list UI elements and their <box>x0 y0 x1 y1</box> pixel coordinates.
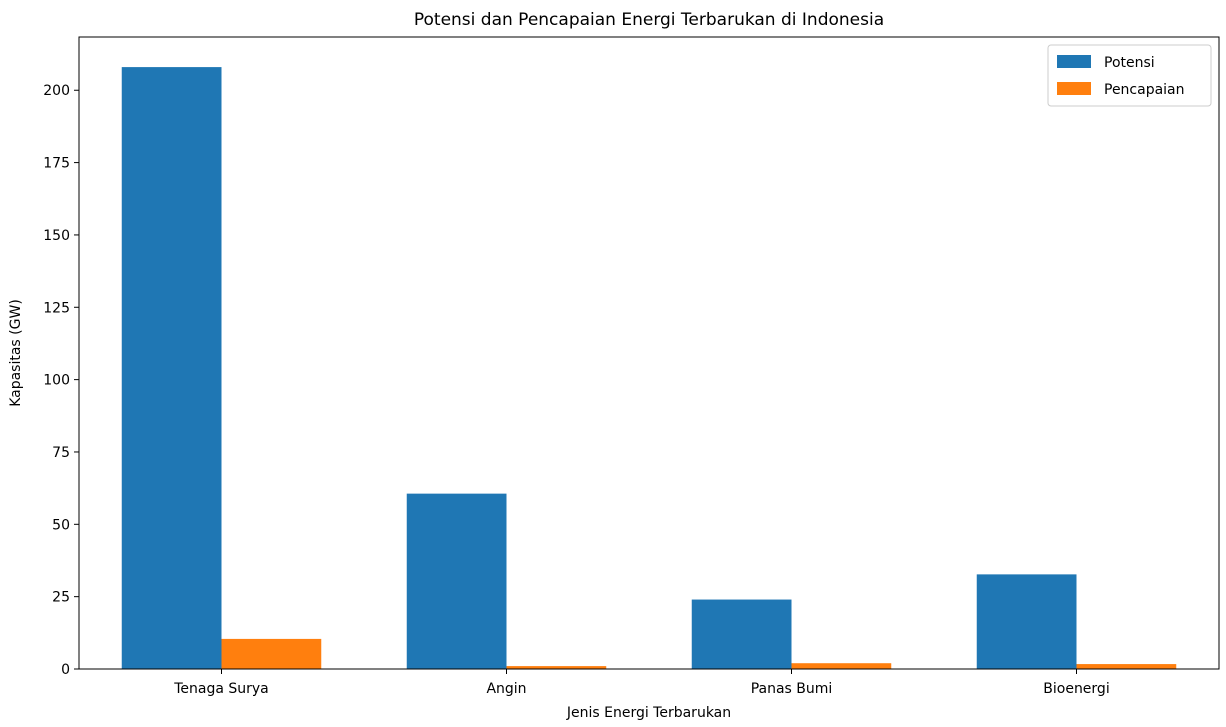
legend-label-pencapaian: Pencapaian <box>1104 82 1185 98</box>
y-tick-label: 125 <box>43 300 70 316</box>
bar-potensi-bioenergi <box>976 574 1077 669</box>
bar-pencapaian-bioenergi <box>1076 664 1177 669</box>
y-axis-ticks: 0 25 50 75 100 125 150 175 200 <box>43 83 79 678</box>
legend-swatch-pencapaian <box>1057 82 1091 95</box>
bar-pencapaian-panas-bumi <box>791 663 892 669</box>
x-axis-ticks: Tenaga Surya Angin Panas Bumi Bioenergi <box>173 669 1110 697</box>
plot-frame <box>78 36 1220 670</box>
legend-swatch-potensi <box>1057 55 1091 68</box>
x-tick-label-angin: Angin <box>486 681 526 697</box>
x-axis-label: Jenis Energi Terbarukan <box>566 705 731 721</box>
bar-pencapaian-angin <box>506 666 607 669</box>
x-tick-label-panas-bumi: Panas Bumi <box>751 681 833 697</box>
y-tick-label: 50 <box>52 517 70 533</box>
y-axis-label: Kapasitas (GW) <box>8 299 24 407</box>
y-tick-label: 0 <box>61 662 70 678</box>
legend: Potensi Pencapaian <box>1047 44 1212 107</box>
y-tick-label: 175 <box>43 156 70 172</box>
bars-group <box>121 67 1177 670</box>
bar-potensi-angin <box>406 493 507 669</box>
x-tick-label-bioenergi: Bioenergi <box>1043 681 1109 697</box>
y-tick-label: 150 <box>43 228 70 244</box>
y-tick-label: 75 <box>52 445 70 461</box>
bar-pencapaian-tenaga-surya <box>221 638 322 669</box>
x-tick-label-tenaga-surya: Tenaga Surya <box>173 681 269 697</box>
legend-label-potensi: Potensi <box>1104 55 1155 71</box>
chart-title: Potensi dan Pencapaian Energi Terbarukan… <box>414 10 884 30</box>
bar-potensi-tenaga-surya <box>121 67 222 670</box>
y-tick-label: 200 <box>43 83 70 99</box>
y-tick-label: 25 <box>52 590 70 606</box>
bar-potensi-panas-bumi <box>691 599 792 669</box>
y-tick-label: 100 <box>43 373 70 389</box>
